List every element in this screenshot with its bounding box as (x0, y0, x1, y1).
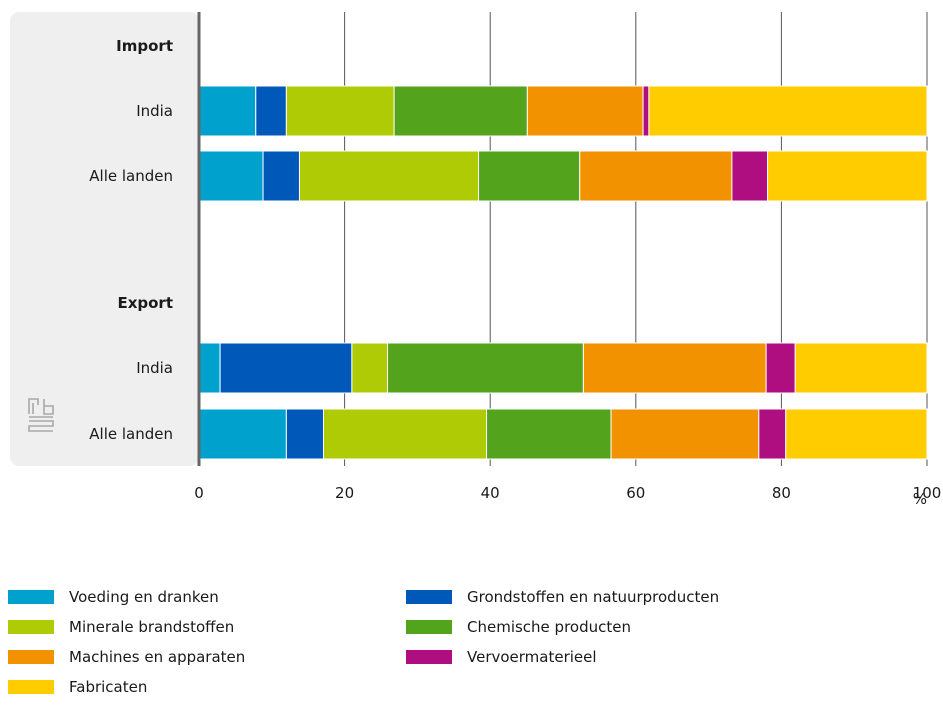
bar-segment (262, 150, 300, 202)
legend-item: Machines en apparaten (8, 648, 245, 666)
bar-segment (285, 408, 324, 460)
legend-swatch (406, 590, 452, 604)
group-label: Export (117, 294, 173, 312)
x-tick-label: 40 (481, 484, 500, 502)
legend-item: Grondstoffen en natuurproducten (406, 588, 719, 606)
bar-segment (387, 342, 584, 394)
legend-swatch (406, 620, 452, 634)
category-labels: Import India Alle landen Export India Alle la… (89, 37, 173, 443)
x-tick-label: 0 (194, 484, 204, 502)
bar-segment (322, 408, 488, 460)
bar-segment (648, 85, 928, 137)
x-tick-label: 60 (626, 484, 645, 502)
legend-label: Chemische producten (467, 618, 631, 636)
gridlines (344, 12, 928, 466)
x-axis-unit: % (913, 490, 927, 508)
legend-label: Machines en apparaten (69, 648, 246, 666)
bar-segment (758, 408, 787, 460)
bar-segment (610, 408, 760, 460)
row-label: Alle landen (89, 425, 173, 443)
row-label: India (136, 102, 173, 120)
bar-segment (526, 85, 644, 137)
legend-label: Fabricaten (69, 678, 148, 696)
bar-segment (642, 85, 650, 137)
row-label: India (136, 359, 173, 377)
legend-swatch (8, 650, 54, 664)
x-tick-labels: 0 20 40 60 80 100 (194, 484, 941, 502)
x-tick-label: 100 (913, 484, 942, 502)
bar-segment (794, 342, 928, 394)
cbs-logo-icon (28, 398, 54, 432)
legend-item: Minerale brandstoffen (8, 618, 234, 636)
bar-segment (219, 342, 353, 394)
bar-segment (731, 150, 769, 202)
legend-item: Voeding en dranken (8, 588, 219, 606)
bar-segment (582, 342, 767, 394)
legend-swatch (8, 590, 54, 604)
category-panel (10, 12, 199, 466)
bars (198, 85, 928, 460)
group-label: Import (116, 37, 173, 55)
legend-item: Chemische producten (406, 618, 631, 636)
legend-swatch (8, 680, 54, 694)
bar-segment (298, 150, 480, 202)
legend-swatch (406, 650, 452, 664)
bar-segment (785, 408, 928, 460)
legend-label: Grondstoffen en natuurproducten (467, 588, 720, 606)
bar-segment (351, 342, 389, 394)
bar-segment (255, 85, 287, 137)
bar-segment (198, 342, 221, 394)
legend-item: Fabricaten (8, 678, 147, 696)
legend-label: Vervoermaterieel (467, 648, 597, 666)
row-label: Alle landen (89, 167, 173, 185)
bar-segment (579, 150, 733, 202)
bar-segment (198, 408, 287, 460)
x-tick-label: 20 (335, 484, 354, 502)
bar-segment (393, 85, 528, 137)
legend-swatch (8, 620, 54, 634)
legend-label: Voeding en dranken (69, 588, 219, 606)
bar-segment (767, 150, 928, 202)
bar-segment (486, 408, 612, 460)
bar-segment (765, 342, 796, 394)
bar-segment (285, 85, 395, 137)
bar-segment (478, 150, 581, 202)
x-tick-label: 80 (772, 484, 791, 502)
legend-item: Vervoermaterieel (406, 648, 597, 666)
bar-segment (198, 150, 264, 202)
chart: Import India Alle landen Export India Alle la… (10, 12, 941, 508)
legend-label: Minerale brandstoffen (69, 618, 235, 636)
bar-segment (198, 85, 257, 137)
